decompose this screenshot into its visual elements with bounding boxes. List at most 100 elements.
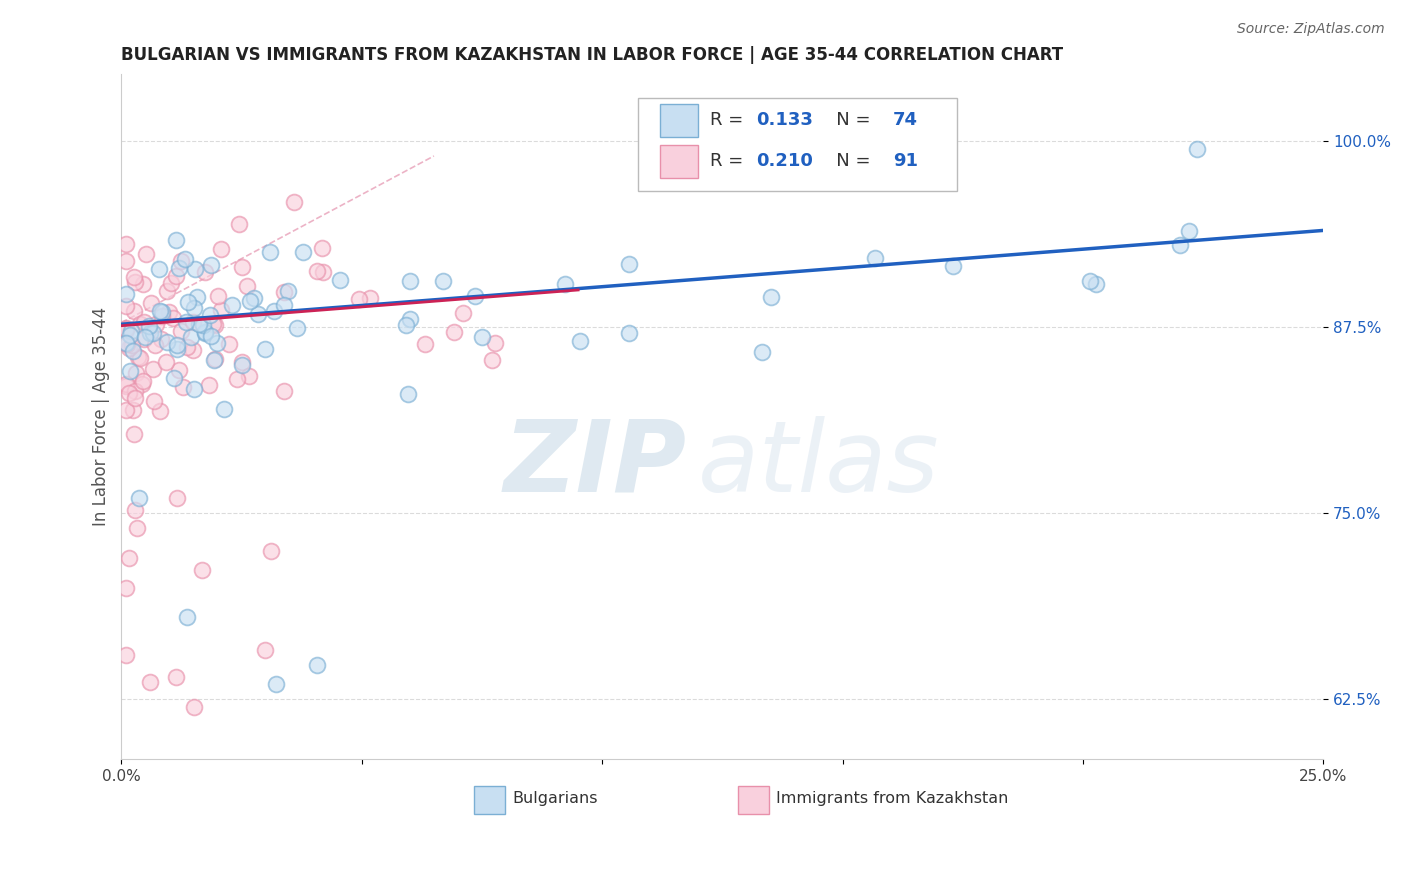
Text: N =: N =: [818, 153, 876, 170]
Point: [399, 273, 422, 287]
Point: [118, 341, 141, 355]
Point: [176, 610, 198, 624]
Point: [142, 362, 165, 376]
Point: [127, 350, 149, 364]
Point: [759, 290, 782, 304]
Point: [235, 278, 257, 293]
Point: [209, 303, 232, 318]
Text: 74: 74: [893, 112, 918, 129]
Point: [212, 402, 235, 417]
Point: [221, 297, 243, 311]
Point: [942, 259, 965, 273]
Point: [142, 326, 165, 340]
Point: [149, 404, 172, 418]
Point: [139, 296, 162, 310]
Point: [118, 327, 141, 342]
Point: [115, 581, 138, 595]
Point: [172, 379, 194, 393]
Point: [115, 379, 138, 393]
Point: [115, 377, 138, 392]
Point: [115, 403, 138, 417]
Point: [198, 378, 221, 392]
Point: [124, 384, 146, 398]
Point: [174, 315, 197, 329]
Point: [186, 290, 208, 304]
Point: [115, 321, 138, 335]
Text: BULGARIAN VS IMMIGRANTS FROM KAZAKHSTAN IN LABOR FORCE | AGE 35-44 CORRELATION C: BULGARIAN VS IMMIGRANTS FROM KAZAKHSTAN …: [121, 46, 1063, 64]
Point: [142, 393, 165, 408]
Point: [145, 317, 167, 331]
Point: [481, 352, 503, 367]
Point: [231, 358, 253, 372]
Point: [863, 251, 886, 265]
Point: [150, 305, 173, 319]
Point: [205, 336, 228, 351]
Point: [124, 503, 146, 517]
Point: [115, 337, 138, 351]
Point: [253, 643, 276, 657]
Text: 91: 91: [893, 153, 918, 170]
Point: [443, 326, 465, 340]
Point: [117, 386, 139, 401]
Text: ZIP: ZIP: [503, 416, 686, 513]
Point: [226, 372, 249, 386]
Point: [124, 303, 146, 318]
Point: [132, 277, 155, 291]
Text: atlas: atlas: [699, 416, 941, 513]
Point: [273, 298, 295, 312]
Point: [617, 257, 640, 271]
Point: [115, 254, 138, 268]
Point: [184, 262, 207, 277]
Point: [307, 658, 329, 673]
Point: [200, 308, 222, 322]
Point: [451, 306, 474, 320]
Point: [207, 288, 229, 302]
Point: [464, 288, 486, 302]
Text: R =: R =: [710, 112, 749, 129]
Point: [228, 218, 250, 232]
Point: [194, 326, 217, 340]
Point: [149, 332, 172, 346]
Point: [115, 299, 138, 313]
Point: [273, 384, 295, 398]
Point: [115, 237, 138, 252]
Point: [170, 254, 193, 268]
Y-axis label: In Labor Force | Age 35-44: In Labor Force | Age 35-44: [93, 307, 110, 526]
Point: [115, 323, 138, 337]
Point: [115, 336, 138, 351]
Text: 0.133: 0.133: [756, 112, 813, 129]
Point: [131, 376, 153, 391]
Point: [174, 252, 197, 267]
Point: [115, 322, 138, 336]
Point: [200, 258, 222, 272]
Point: [125, 521, 148, 535]
Point: [166, 491, 188, 506]
Point: [264, 677, 287, 691]
Point: [165, 233, 187, 247]
Point: [165, 268, 187, 283]
Point: [139, 326, 162, 340]
Text: R =: R =: [710, 153, 749, 170]
Point: [398, 312, 420, 326]
Point: [239, 293, 262, 308]
Point: [115, 287, 138, 301]
Point: [177, 295, 200, 310]
Point: [162, 310, 184, 325]
Point: [124, 367, 146, 381]
Point: [285, 321, 308, 335]
Point: [209, 242, 232, 256]
Point: [150, 310, 173, 324]
Point: [143, 338, 166, 352]
Point: [167, 260, 190, 275]
Point: [484, 335, 506, 350]
Point: [311, 241, 333, 255]
Point: [194, 326, 217, 340]
Point: [329, 273, 352, 287]
Point: [176, 341, 198, 355]
Point: [273, 285, 295, 299]
Point: [134, 315, 156, 329]
Point: [155, 355, 177, 369]
Point: [188, 318, 211, 332]
Point: [253, 343, 276, 357]
Point: [124, 269, 146, 284]
